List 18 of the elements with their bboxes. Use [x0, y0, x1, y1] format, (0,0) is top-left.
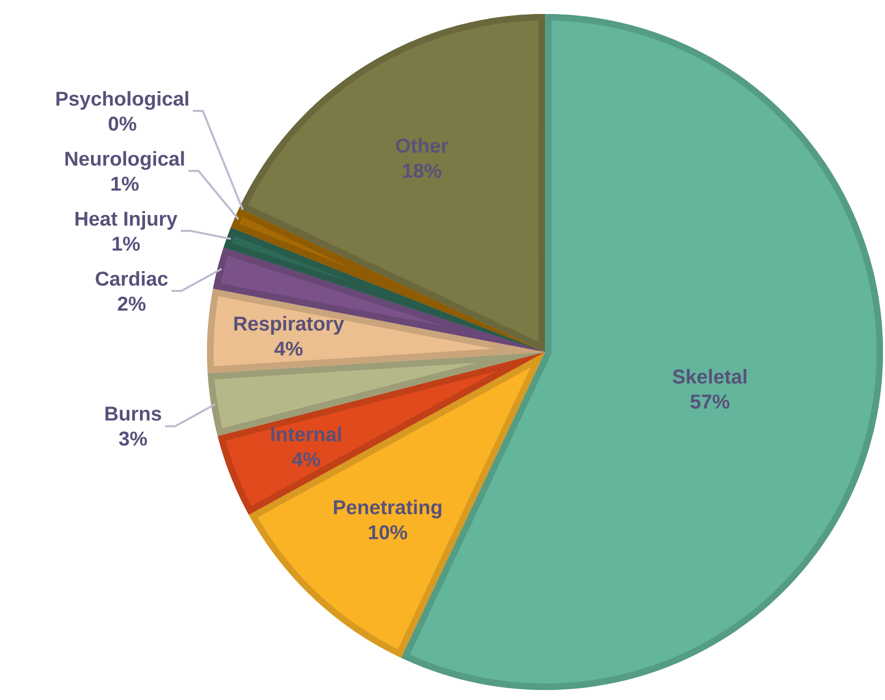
slice-label: Cardiac	[96, 271, 168, 286]
slice-label: Heat Injury	[76, 211, 178, 230]
data-label: 1%	[112, 176, 139, 191]
data-label: 10%	[368, 525, 408, 540]
slice-label: Internal	[271, 426, 341, 442]
slice-label: Respiratory	[234, 316, 344, 335]
slice-label: Penetrating	[334, 500, 442, 518]
text: 0%	[108, 116, 136, 131]
data-label: 1%	[112, 236, 140, 251]
slice-label: Burns	[105, 406, 162, 421]
data-label: 4%	[292, 452, 320, 466]
data-label: 4%	[274, 342, 303, 356]
slice-label: Skeletal	[672, 369, 746, 384]
data-label: 57%	[690, 394, 730, 409]
data-label: 2%	[118, 296, 146, 311]
category-label: Psychological	[56, 91, 188, 110]
slice-label: Neurological	[65, 151, 184, 170]
data-label: 3%	[119, 432, 147, 446]
